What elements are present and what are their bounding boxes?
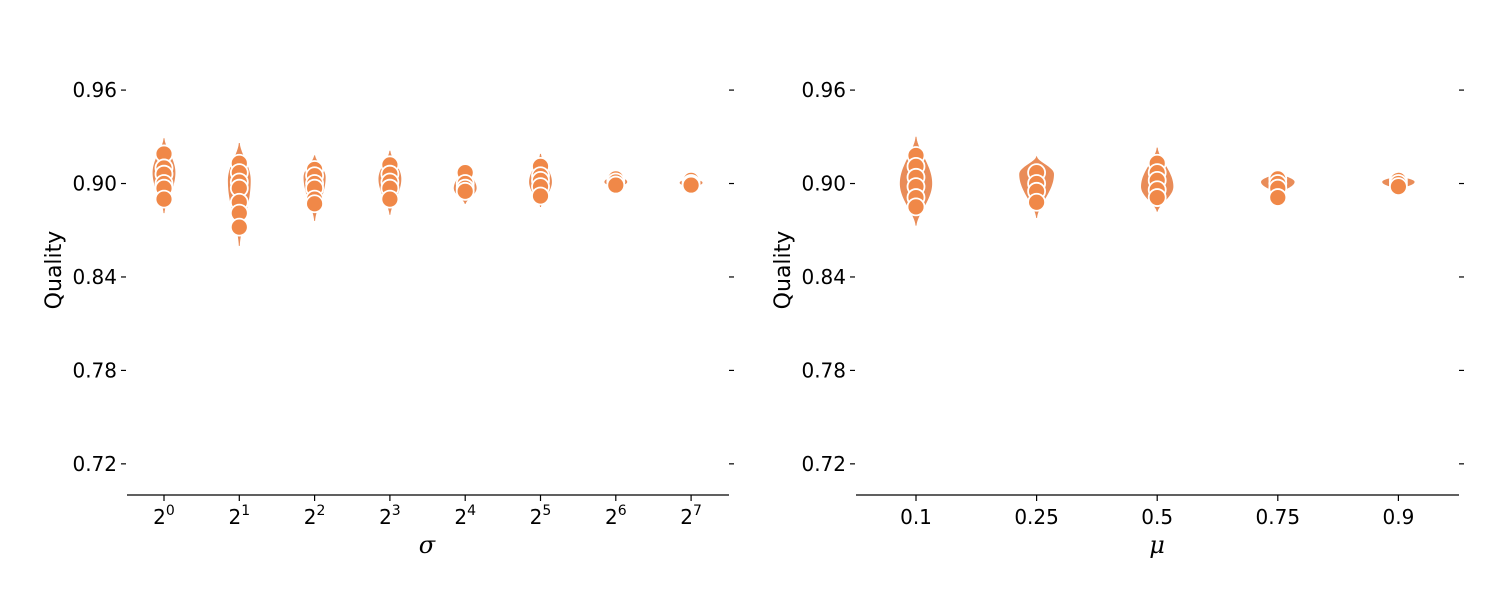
data-point [606,175,626,195]
x-tick-label: 25 [530,503,552,529]
x-tick-label: 26 [605,503,627,529]
x-tick-label: 0.25 [1014,505,1059,529]
data-point [154,189,174,209]
x-tick-label: 21 [228,503,250,529]
x-axis: 20 21 22 23 24 25 26 27 [127,494,729,529]
y-axis-title: Quality [771,231,796,310]
x-tick-label: 0.1 [900,505,932,529]
data-point [1027,192,1046,212]
data-point [531,186,550,206]
y-tick-label: 0.90 [801,172,846,196]
data-point [681,175,701,195]
data-point [305,194,325,214]
data-point [229,217,249,237]
x-tick-label: 22 [304,503,326,529]
y-tick-label: 0.84 [801,265,846,289]
data-point [1268,188,1288,207]
y-tick-label: 0.72 [72,452,117,476]
y-tick-label: 0.78 [801,358,846,382]
data-point [906,197,926,217]
x-tick-label: 27 [680,503,702,529]
y-tick-label: 0.90 [72,172,117,196]
x-tick-label: 0.75 [1256,505,1301,529]
x-tick-label: 24 [454,503,476,529]
x-tick-label: 0.9 [1382,505,1414,529]
y-axis-title: Quality [42,231,67,310]
data-point [1389,177,1408,197]
y-tick-label: 0.72 [801,452,846,476]
y-tick-label: 0.96 [801,78,846,102]
x-tick-label: 23 [379,503,401,529]
y-tick-label: 0.84 [72,265,117,289]
x-axis-title: μ [1149,531,1165,559]
mu-violin-panel: 0.72 0.78 0.84 0.90 0.96 0.1 0.25 0.5 0.75 0.9 Q… [771,78,1464,559]
y-axis: 0.72 0.78 0.84 0.90 0.96 [801,78,1464,476]
y-tick-label: 0.96 [72,78,117,102]
x-tick-label: 0.5 [1141,505,1173,529]
y-axis: 0.72 0.78 0.84 0.90 0.96 [72,78,734,476]
point-layer [154,144,701,237]
data-point [380,189,400,209]
data-point [455,181,475,201]
x-axis: 0.1 0.25 0.5 0.75 0.9 [856,494,1459,529]
point-layer [906,146,1408,217]
x-tick-label: 20 [153,503,175,529]
data-point [1147,188,1167,207]
x-axis-title: σ [419,531,436,559]
y-tick-label: 0.78 [72,358,117,382]
sigma-violin-panel: 0.72 0.78 0.84 0.90 0.96 20 21 22 23 24 25 26 27 Qu… [42,78,734,559]
